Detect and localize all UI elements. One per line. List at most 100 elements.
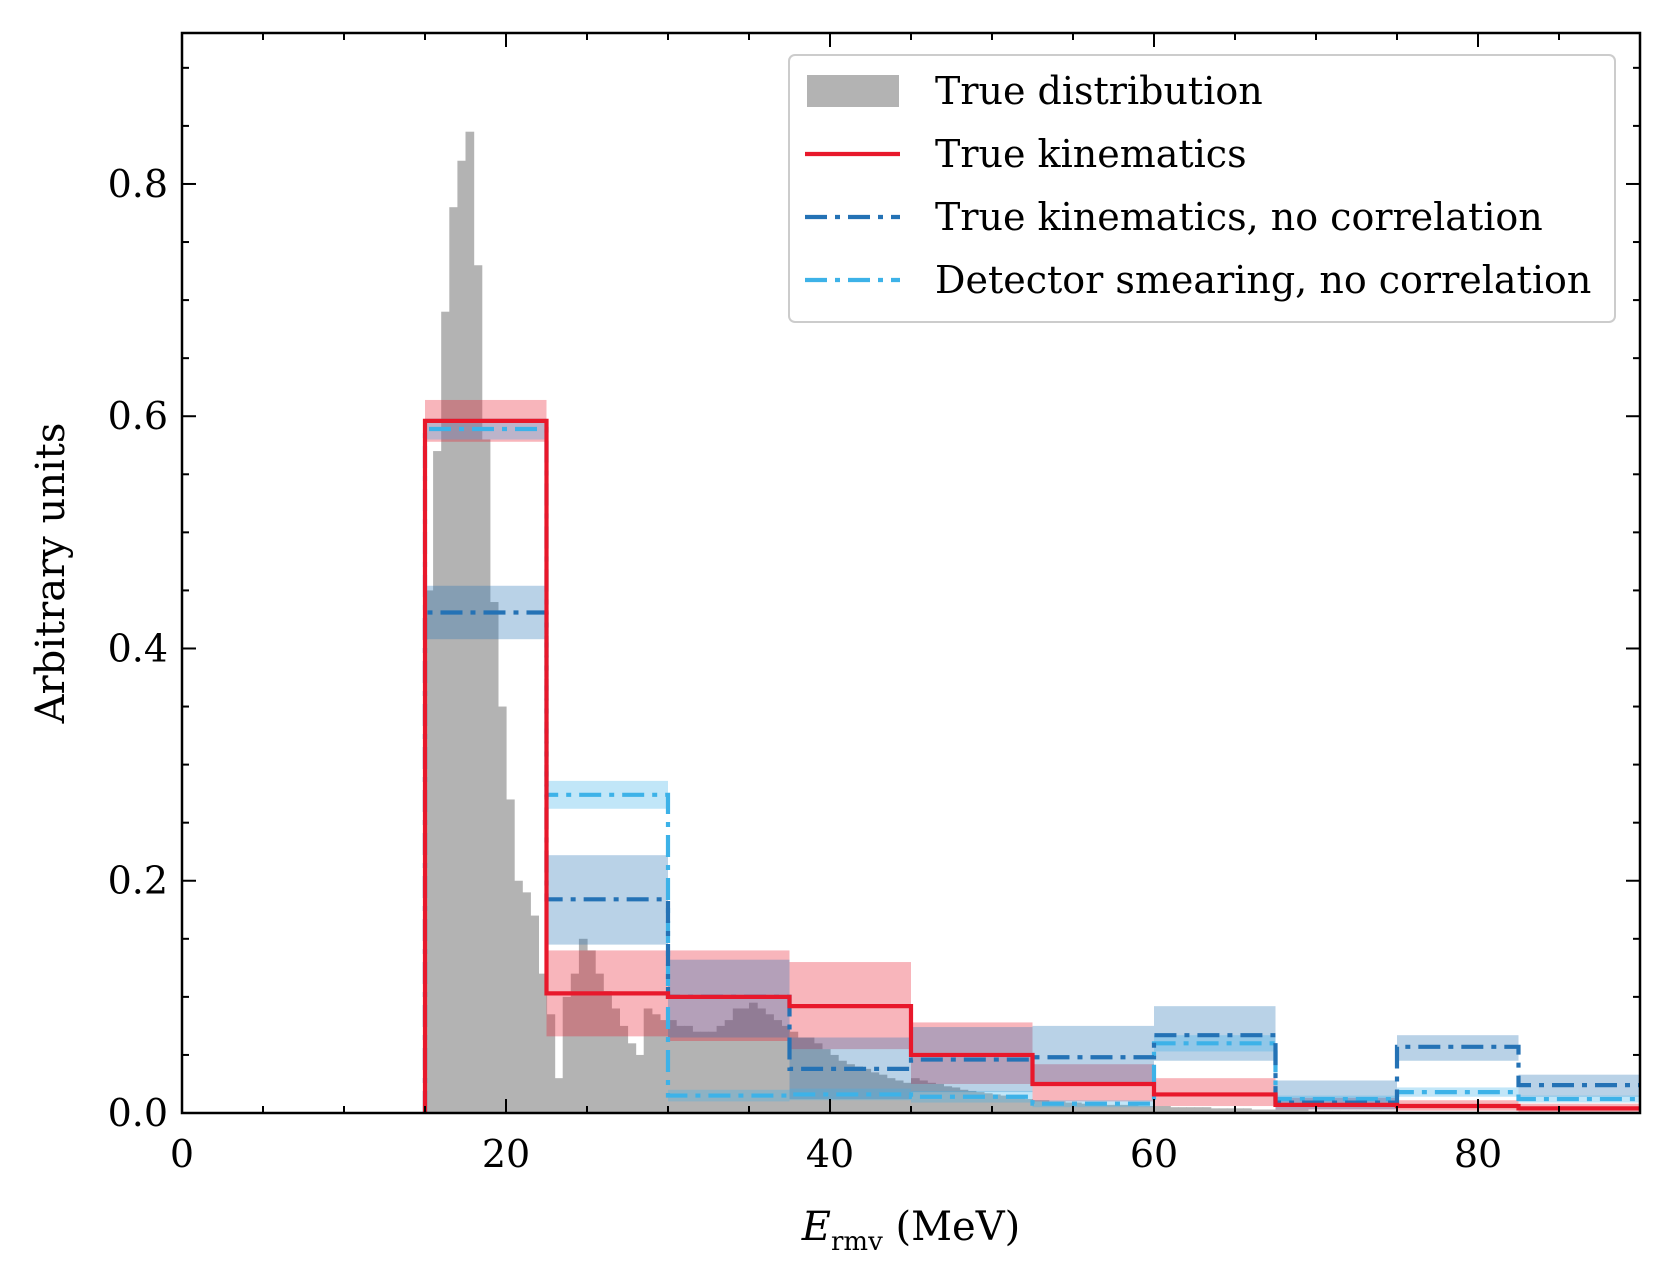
true-distribution-bar [1081, 1103, 1090, 1113]
error-band [1397, 1087, 1519, 1097]
true-distribution-bar [530, 915, 539, 1113]
true-distribution-bar [870, 1072, 880, 1113]
true-distribution-bar [765, 1014, 774, 1113]
true-distribution-bar [854, 1066, 863, 1113]
true-distribution-bar [1040, 1100, 1050, 1113]
true-distribution-bar [1275, 1109, 1285, 1113]
true-distribution-bar [1259, 1109, 1268, 1113]
true-distribution-bar [1291, 1109, 1301, 1113]
true-distribution-bar [821, 1049, 831, 1113]
x-axis-symbol: E [801, 1204, 831, 1250]
true-distribution-bar [813, 1043, 823, 1113]
true-distribution-bar [1243, 1108, 1252, 1113]
true-distribution-bar [1154, 1106, 1163, 1113]
true-distribution-bar [425, 590, 434, 1113]
true-distribution-bar [1186, 1107, 1196, 1113]
true-distribution-bar [1008, 1096, 1017, 1113]
true-distribution-bar [587, 950, 596, 1113]
true-distribution-bars [425, 131, 1398, 1113]
legend-label: True distribution [935, 69, 1263, 113]
y-tick-label: 0.4 [108, 626, 168, 670]
true-distribution-bar [433, 451, 442, 1113]
true-distribution-bar [894, 1080, 904, 1113]
true-distribution-bar [943, 1086, 953, 1113]
true-distribution-bar [1056, 1101, 1066, 1113]
true-distribution-bar [627, 1043, 637, 1113]
y-tick-label: 0.2 [108, 859, 168, 903]
true-distribution-bar [797, 1037, 807, 1113]
legend-swatch [807, 75, 899, 107]
true-distribution-bar [449, 207, 458, 1113]
true-distribution-bar [595, 973, 604, 1113]
legend: True distribution True kinematics True kin… [788, 54, 1616, 323]
true-distribution-bar [846, 1064, 855, 1113]
legend-label: Detector smearing, no correlation [935, 258, 1591, 302]
true-distribution-bar [1162, 1106, 1171, 1113]
true-distribution-bar [1218, 1108, 1228, 1113]
x-tick-label: 80 [1454, 1132, 1502, 1176]
true-distribution-bar [1016, 1097, 1025, 1113]
true-distribution-bar [1089, 1103, 1098, 1113]
true-distribution-bar [1210, 1108, 1220, 1113]
true-distribution-bar [992, 1094, 1001, 1113]
true-distribution-bar [805, 1037, 815, 1113]
x-axis-subscript: rmv [831, 1227, 883, 1257]
y-tick-label: 0.8 [108, 162, 168, 206]
true-distribution-bar [1299, 1109, 1309, 1113]
true-distribution-bar [951, 1087, 961, 1113]
true-distribution-bar [1226, 1108, 1236, 1113]
true-distribution-bar [708, 1031, 718, 1113]
x-tick-label: 60 [1130, 1132, 1178, 1176]
true-distribution-bar [1170, 1107, 1179, 1113]
true-distribution-bar [570, 973, 580, 1113]
true-distribution-bar [1129, 1104, 1139, 1113]
true-distribution-bar [522, 892, 531, 1113]
true-distribution-bar [838, 1060, 847, 1113]
true-distribution-bar [1145, 1106, 1155, 1113]
true-distribution-bar [1032, 1100, 1042, 1113]
true-distribution-bar [546, 1014, 556, 1113]
legend-label: True kinematics [935, 132, 1247, 176]
true-distribution-bar [911, 1078, 920, 1113]
true-distribution-bar [554, 1078, 564, 1113]
true-distribution-bar [1235, 1108, 1244, 1113]
true-distribution-bar [1113, 1104, 1123, 1113]
true-distribution-bar [967, 1090, 977, 1113]
true-distribution-bar [1048, 1101, 1058, 1113]
y-tick-label: 0.0 [108, 1091, 168, 1135]
series-lines [422, 418, 1640, 1113]
true-distribution-bar [749, 1002, 758, 1113]
error-band [1275, 1095, 1397, 1103]
x-tick-label: 0 [170, 1132, 194, 1176]
x-tick-label: 20 [482, 1132, 530, 1176]
error-band [1397, 1035, 1519, 1061]
true-distribution-bar [1064, 1102, 1074, 1113]
legend-box [788, 54, 1616, 323]
true-distribution-bar [781, 1025, 791, 1113]
true-distribution-bar [959, 1089, 969, 1113]
x-tick-label: 40 [806, 1132, 854, 1176]
true-distribution-bar [1121, 1104, 1131, 1113]
true-distribution-bar [635, 1054, 645, 1113]
true-distribution-bar [489, 602, 499, 1113]
true-distribution-bar [724, 1020, 734, 1113]
true-distribution-bar [562, 996, 572, 1113]
true-distribution-bar [732, 1008, 742, 1113]
true-distribution-bar [659, 1020, 669, 1113]
true-distribution-bar [619, 1025, 629, 1113]
true-distribution-bar [1137, 1106, 1147, 1113]
true-distribution-bar [441, 311, 450, 1113]
true-distribution-bar [1097, 1103, 1106, 1113]
true-distribution-bar [506, 799, 515, 1113]
true-distribution-bar [1178, 1107, 1187, 1113]
true-distribution-bar [684, 1025, 693, 1113]
y-axis-label: Arbitrary units [28, 423, 74, 725]
true-distribution-bar [862, 1068, 872, 1113]
true-distribution-bar [603, 991, 612, 1113]
true-distribution-bar [1251, 1109, 1260, 1113]
true-distribution-bar [1194, 1107, 1204, 1113]
error-band [1518, 1095, 1640, 1103]
true-distribution-bar [538, 973, 548, 1113]
series-line [422, 610, 1640, 1113]
